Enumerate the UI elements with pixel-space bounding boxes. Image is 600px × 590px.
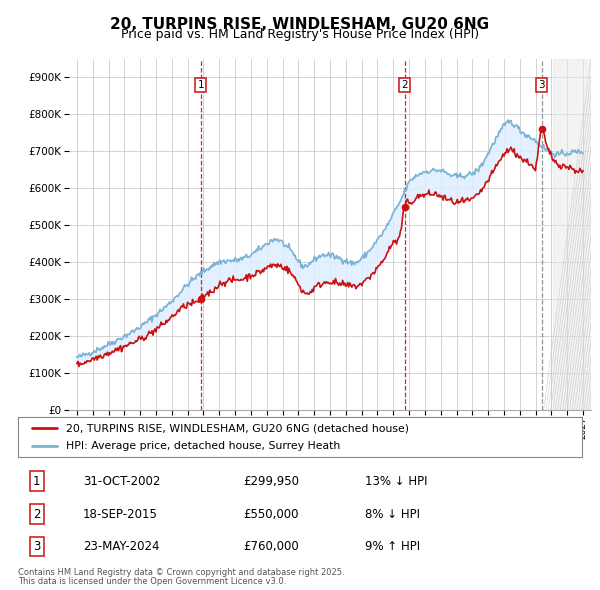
Text: 20, TURPINS RISE, WINDLESHAM, GU20 6NG: 20, TURPINS RISE, WINDLESHAM, GU20 6NG [110, 17, 490, 31]
Text: £760,000: £760,000 [244, 540, 299, 553]
Text: £550,000: £550,000 [244, 508, 299, 521]
Text: Price paid vs. HM Land Registry's House Price Index (HPI): Price paid vs. HM Land Registry's House … [121, 28, 479, 41]
Text: This data is licensed under the Open Government Licence v3.0.: This data is licensed under the Open Gov… [18, 577, 286, 586]
Text: 1: 1 [33, 475, 40, 488]
Text: 1: 1 [197, 80, 204, 90]
Text: 18-SEP-2015: 18-SEP-2015 [83, 508, 158, 521]
Text: 2: 2 [33, 508, 40, 521]
Text: 9% ↑ HPI: 9% ↑ HPI [365, 540, 420, 553]
Text: 31-OCT-2002: 31-OCT-2002 [83, 475, 160, 488]
Text: 20, TURPINS RISE, WINDLESHAM, GU20 6NG (detached house): 20, TURPINS RISE, WINDLESHAM, GU20 6NG (… [66, 424, 409, 434]
Text: 3: 3 [33, 540, 40, 553]
Text: 23-MAY-2024: 23-MAY-2024 [83, 540, 160, 553]
Text: 2: 2 [401, 80, 408, 90]
Text: 3: 3 [538, 80, 545, 90]
Text: HPI: Average price, detached house, Surrey Heath: HPI: Average price, detached house, Surr… [66, 441, 340, 451]
Bar [553, 59, 591, 410]
Text: £299,950: £299,950 [244, 475, 299, 488]
Text: 8% ↓ HPI: 8% ↓ HPI [365, 508, 420, 521]
Text: 13% ↓ HPI: 13% ↓ HPI [365, 475, 427, 488]
Text: Contains HM Land Registry data © Crown copyright and database right 2025.: Contains HM Land Registry data © Crown c… [18, 568, 344, 576]
